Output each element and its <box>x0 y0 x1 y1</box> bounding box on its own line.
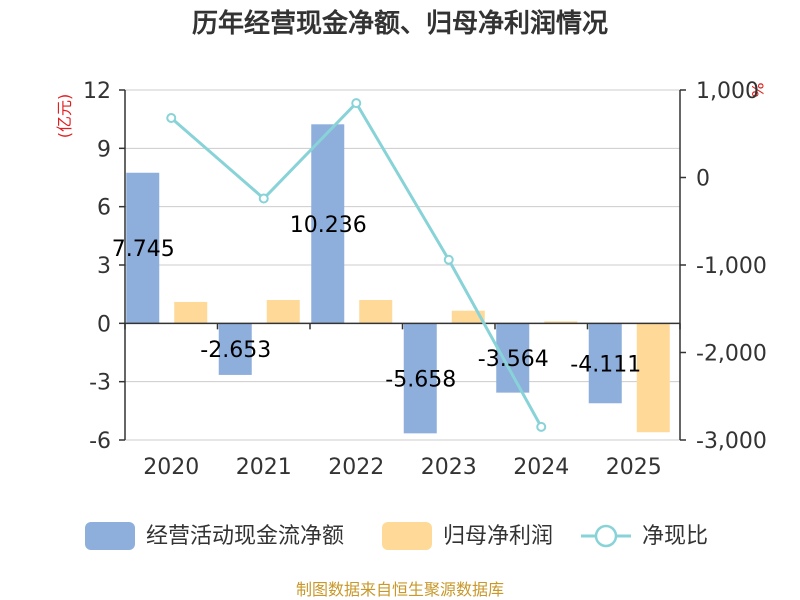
cash-flow-data-label: 10.236 <box>290 213 367 238</box>
right-tick-label: 1,000 <box>696 79 759 104</box>
legend-label-cash: 经营活动现金流净额 <box>146 524 344 549</box>
tick-labels: 12 9 6 3 0 -3 -6 1,000 0 -1,000 -2,000 -3,000 2020 20… <box>83 79 767 480</box>
cash-flow-bar <box>311 124 345 324</box>
x-tick-label: 2021 <box>236 455 292 480</box>
source-note: 制图数据来自恒生聚源数据库 <box>296 580 504 599</box>
left-tick-label: 9 <box>97 137 111 162</box>
cash-flow-data-label: -2.653 <box>200 338 271 363</box>
axes <box>119 89 686 441</box>
left-tick-label: 3 <box>97 254 111 279</box>
cash-flow-data-label: -3.564 <box>478 347 549 372</box>
left-tick-label: -3 <box>89 371 111 396</box>
gridlines <box>125 89 680 441</box>
data-labels: 7.745 -2.653 10.236 -5.658 -3.564 -4.111 <box>112 213 641 393</box>
legend-label-ratio: 净现比 <box>642 524 708 549</box>
net-profit-bar <box>266 300 300 324</box>
cash-flow-data-label: -5.658 <box>385 367 456 392</box>
cash-flow-data-label: 7.745 <box>112 237 175 262</box>
ratio-point <box>536 421 547 432</box>
cash-flow-bar <box>588 323 622 404</box>
cash-flow-bar <box>403 323 437 434</box>
cash-flow-bar <box>126 172 160 324</box>
legend-label-profit: 归母净利润 <box>443 524 553 549</box>
x-tick-label: 2024 <box>513 455 569 480</box>
ratio-point <box>258 193 269 204</box>
left-tick-label: 12 <box>83 79 111 104</box>
net-profit-bar <box>359 300 393 324</box>
bars <box>126 124 670 434</box>
x-tick-label: 2025 <box>606 455 662 480</box>
x-tick-label: 2022 <box>328 455 384 480</box>
x-tick-label: 2023 <box>421 455 477 480</box>
chart-title: 历年经营现金净额、归母净利润情况 <box>192 8 608 39</box>
net-profit-bar <box>451 310 485 324</box>
right-tick-label: -2,000 <box>696 342 767 367</box>
ratio-point <box>443 254 454 265</box>
ratio-point <box>351 98 362 109</box>
ratio-line <box>166 98 547 432</box>
right-axis-unit: % <box>748 82 767 97</box>
net-profit-bar <box>636 323 670 433</box>
right-tick-label: 0 <box>696 167 710 192</box>
legend: 经营活动现金流净额 归母净利润 净现比 <box>85 522 708 550</box>
net-profit-bar <box>544 321 578 324</box>
legend-swatch-cash <box>85 522 135 550</box>
left-tick-label: 0 <box>97 312 111 337</box>
left-tick-label: -6 <box>89 429 111 454</box>
legend-swatch-ratio-marker <box>594 524 618 548</box>
right-tick-label: -3,000 <box>696 429 767 454</box>
cash-flow-bar <box>218 323 252 375</box>
legend-swatch-profit <box>382 522 432 550</box>
left-axis-unit: (亿元) <box>55 94 74 139</box>
right-tick-label: -1,000 <box>696 254 767 279</box>
cash-flow-data-label: -4.111 <box>570 352 641 377</box>
net-profit-bar <box>174 301 208 324</box>
left-tick-label: 6 <box>97 196 111 221</box>
x-tick-label: 2020 <box>143 455 199 480</box>
ratio-point <box>166 113 177 123</box>
